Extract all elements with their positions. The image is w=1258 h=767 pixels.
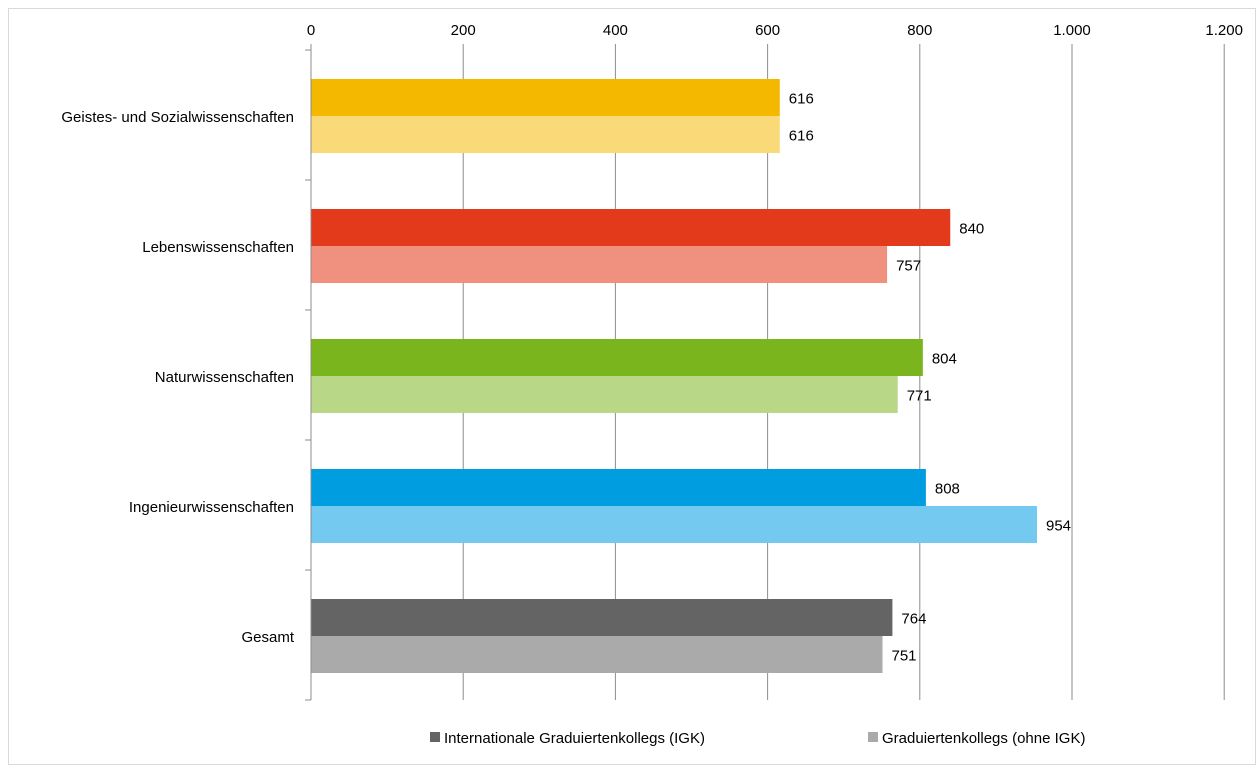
bar-3-series-1 — [311, 339, 923, 376]
data-label-1-series-1: 616 — [789, 91, 814, 108]
x-tick-label-1000: 1.000 — [1053, 22, 1091, 39]
data-label-5-series-2: 751 — [892, 648, 917, 665]
bar-4-series-2 — [311, 506, 1037, 543]
bar-5-series-1 — [311, 599, 893, 636]
bar-3-series-2 — [311, 376, 898, 413]
data-label-2-series-1: 840 — [959, 221, 984, 238]
x-tick-label-400: 400 — [603, 22, 628, 39]
category-label-3: Naturwissenschaften — [155, 369, 294, 386]
x-tick-label-800: 800 — [907, 22, 932, 39]
bar-2-series-1 — [311, 209, 951, 246]
data-label-2-series-2: 757 — [896, 258, 921, 275]
bar-5-series-2 — [311, 636, 883, 673]
data-label-3-series-2: 771 — [907, 388, 932, 405]
category-label-5: Gesamt — [241, 629, 294, 646]
data-label-1-series-2: 616 — [789, 128, 814, 145]
x-tick-label-1200: 1.200 — [1205, 22, 1243, 39]
legend-swatch-2 — [868, 732, 878, 742]
data-label-5-series-1: 764 — [901, 611, 926, 628]
data-label-4-series-2: 954 — [1046, 518, 1071, 535]
x-tick-label-200: 200 — [451, 22, 476, 39]
data-label-4-series-1: 808 — [935, 481, 960, 498]
category-label-2: Lebenswissenschaften — [142, 239, 294, 256]
x-tick-label-0: 0 — [307, 22, 315, 39]
legend-swatch-1 — [430, 732, 440, 742]
x-tick-label-600: 600 — [755, 22, 780, 39]
data-label-3-series-1: 804 — [932, 351, 957, 368]
legend-label-1: Internationale Graduiertenkollegs (IGK) — [444, 730, 705, 747]
bar-1-series-1 — [311, 79, 780, 116]
legend-label-2: Graduiertenkollegs (ohne IGK) — [882, 730, 1085, 747]
bar-2-series-2 — [311, 246, 888, 283]
category-label-4: Ingenieurwissenschaften — [129, 499, 294, 516]
category-label-1: Geistes- und Sozialwissenschaften — [61, 109, 294, 126]
bar-1-series-2 — [311, 116, 780, 153]
bar-4-series-1 — [311, 469, 926, 506]
